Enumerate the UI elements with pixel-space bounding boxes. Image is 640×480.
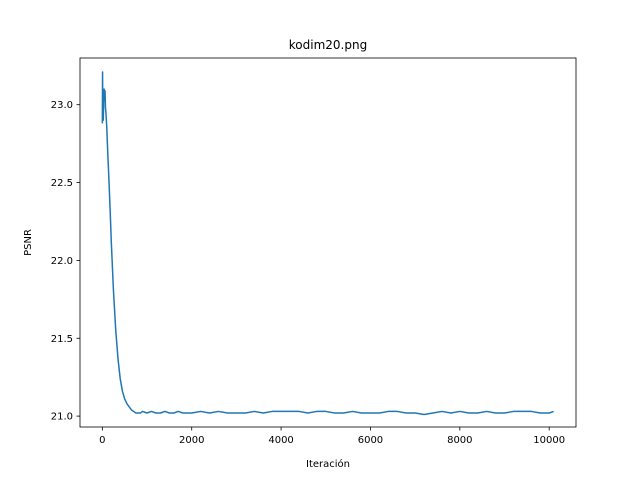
plot-frame xyxy=(79,57,577,428)
y-tick-label: 21.0 xyxy=(51,412,73,423)
chart-title: kodim20.png xyxy=(289,38,367,52)
x-tick-label: 6000 xyxy=(358,435,383,446)
x-tick-label: 10000 xyxy=(533,435,565,446)
x-tick-label: 0 xyxy=(99,435,105,446)
y-tick-label: 22.5 xyxy=(51,178,73,189)
y-tick-label: 22.0 xyxy=(51,256,73,267)
y-tick-label: 21.5 xyxy=(51,334,73,345)
y-axis-label: PSNR xyxy=(23,229,34,256)
x-tick-label: 2000 xyxy=(179,435,204,446)
x-axis-ticks: 0 2000 4000 6000 8000 10000 xyxy=(99,427,565,446)
series-line xyxy=(101,71,554,416)
x-tick-label: 4000 xyxy=(268,435,293,446)
y-axis-ticks: 21.0 21.5 22.0 22.5 23.0 xyxy=(51,100,80,423)
x-tick-label: 8000 xyxy=(447,435,472,446)
x-axis-label: Iteración xyxy=(306,458,350,470)
y-tick-label: 23.0 xyxy=(51,100,73,111)
